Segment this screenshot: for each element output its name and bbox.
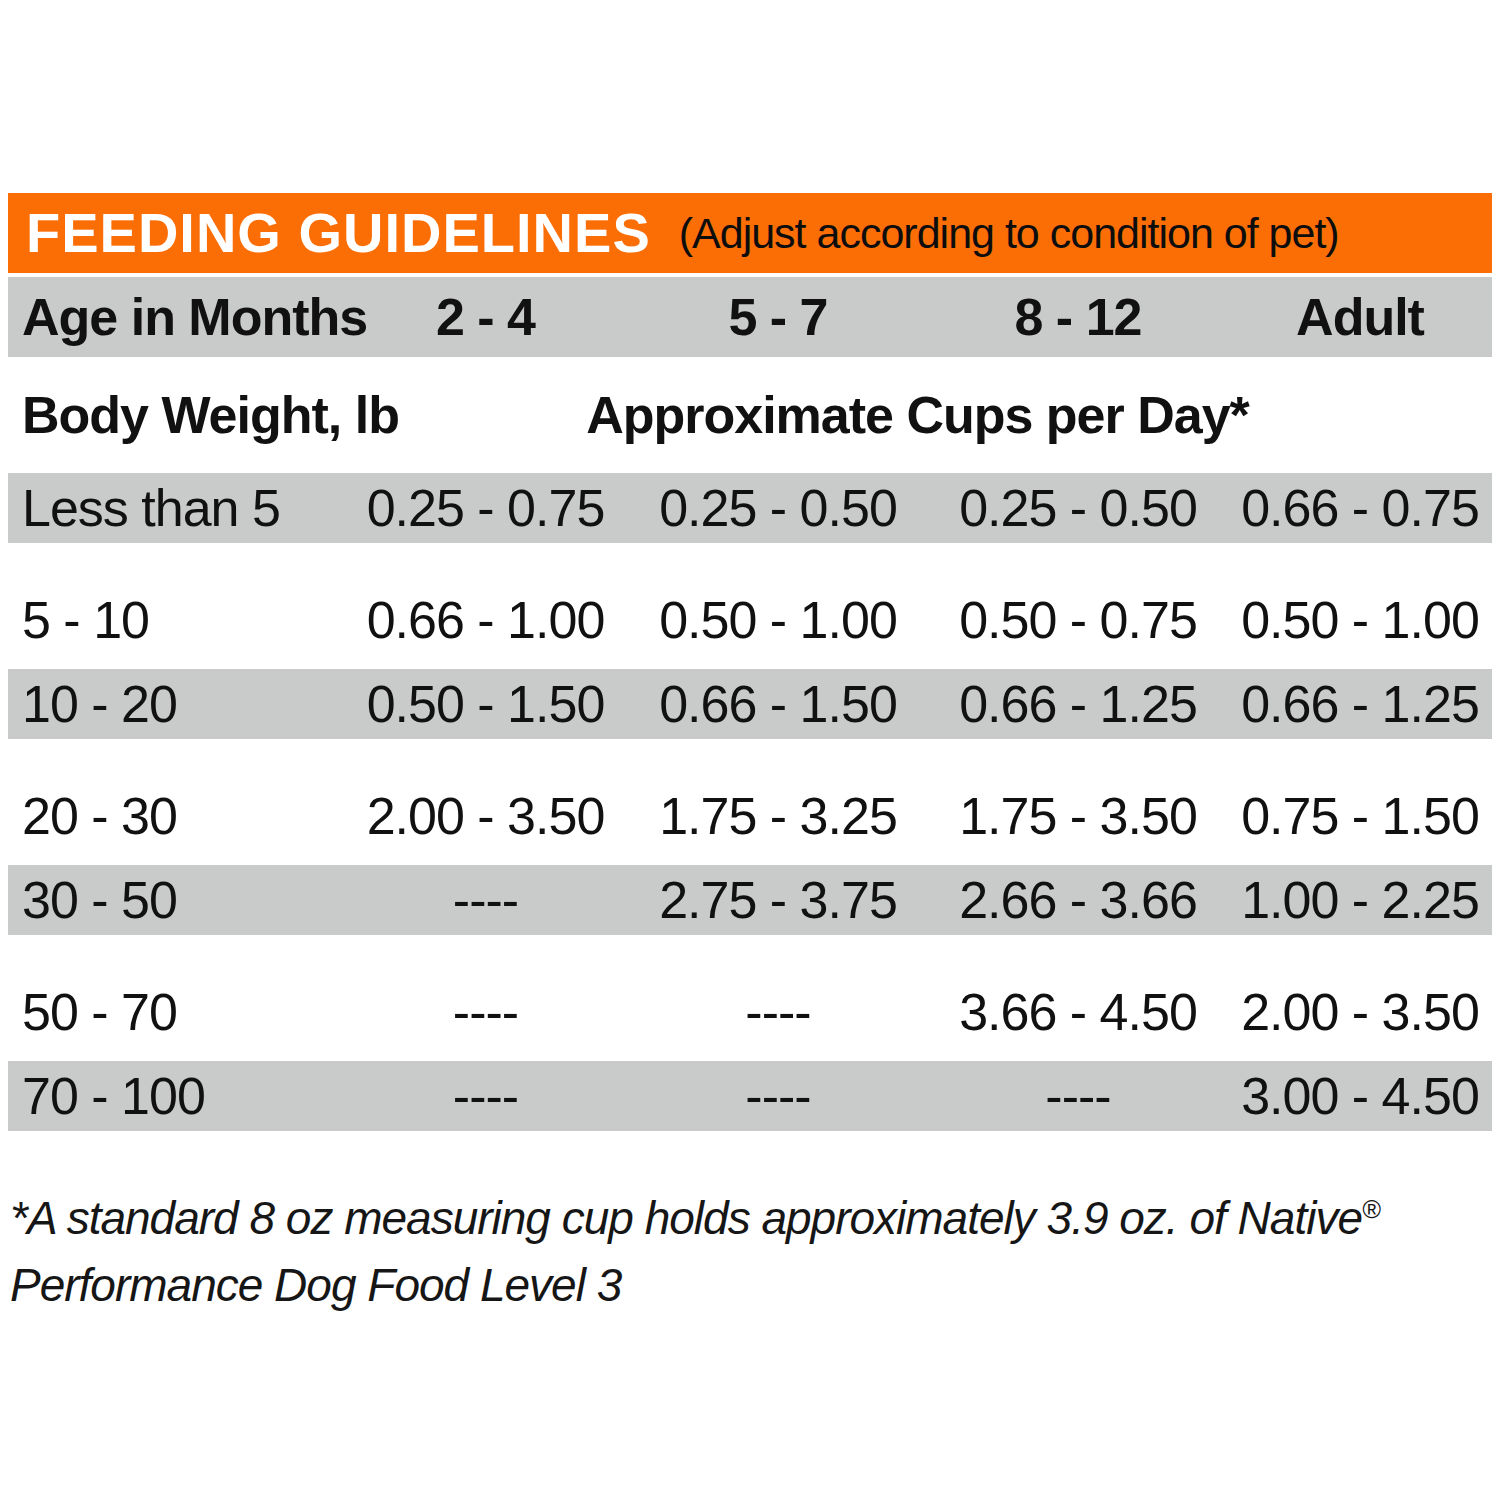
footnote-line1: *A standard 8 oz measuring cup holds app… <box>10 1192 1362 1244</box>
cups-value-cell: 0.50 - 0.75 <box>928 590 1228 650</box>
age-column-header-2: 5 - 7 <box>628 287 928 347</box>
body-weight-label: Body Weight, lb <box>8 385 343 445</box>
cups-value-cell: 0.25 - 0.50 <box>928 478 1228 538</box>
cups-value-cell: 0.25 - 0.75 <box>343 478 628 538</box>
weight-range-cell: 10 - 20 <box>8 674 343 734</box>
cups-value-cell: 0.66 - 1.50 <box>628 674 928 734</box>
cups-value-cell: 0.75 - 1.50 <box>1228 786 1492 846</box>
cups-value-cell: 2.66 - 3.66 <box>928 870 1228 930</box>
cups-value-cell: 2.00 - 3.50 <box>1228 982 1492 1042</box>
table-row: Less than 5 0.25 - 0.75 0.25 - 0.50 0.25… <box>8 473 1492 571</box>
cups-value-cell: 1.00 - 2.25 <box>1228 870 1492 930</box>
table-row: 20 - 30 2.00 - 3.50 1.75 - 3.25 1.75 - 3… <box>8 767 1492 865</box>
header-bar: FEEDING GUIDELINES (Adjust according to … <box>8 193 1492 273</box>
footnote: *A standard 8 oz measuring cup holds app… <box>10 1185 1492 1318</box>
cups-value-cell: ---- <box>343 982 628 1042</box>
table-row: 5 - 10 0.66 - 1.00 0.50 - 1.00 0.50 - 0.… <box>8 571 1492 669</box>
weight-range-cell: 30 - 50 <box>8 870 343 930</box>
cups-value-cell: ---- <box>628 1066 928 1126</box>
cups-value-cell: 2.75 - 3.75 <box>628 870 928 930</box>
weight-range-cell: Less than 5 <box>8 478 343 538</box>
cups-value-cell: ---- <box>628 982 928 1042</box>
cups-value-cell: 0.50 - 1.50 <box>343 674 628 734</box>
table-row: 30 - 50 ---- 2.75 - 3.75 2.66 - 3.66 1.0… <box>8 865 1492 963</box>
body-weight-header-row: Body Weight, lb Approximate Cups per Day… <box>8 357 1492 473</box>
cups-value-cell: 0.66 - 1.00 <box>343 590 628 650</box>
weight-range-cell: 70 - 100 <box>8 1066 343 1126</box>
age-column-header-4: Adult <box>1228 287 1492 347</box>
header-subtitle: (Adjust according to condition of pet) <box>679 212 1339 255</box>
cups-value-cell: 1.75 - 3.50 <box>928 786 1228 846</box>
cups-value-cell: 3.66 - 4.50 <box>928 982 1228 1042</box>
weight-range-cell: 50 - 70 <box>8 982 343 1042</box>
registered-trademark-symbol: ® <box>1362 1195 1380 1223</box>
table-row: 70 - 100 ---- ---- ---- 3.00 - 4.50 <box>8 1061 1492 1159</box>
cups-value-cell: 0.66 - 1.25 <box>928 674 1228 734</box>
age-header-label: Age in Months <box>8 287 343 347</box>
table-row: 50 - 70 ---- ---- 3.66 - 4.50 2.00 - 3.5… <box>8 963 1492 1061</box>
age-column-header-1: 2 - 4 <box>343 287 628 347</box>
table-row: 10 - 20 0.50 - 1.50 0.66 - 1.50 0.66 - 1… <box>8 669 1492 767</box>
age-header-row: Age in Months 2 - 4 5 - 7 8 - 12 Adult <box>8 277 1492 357</box>
cups-value-cell: 2.00 - 3.50 <box>343 786 628 846</box>
age-column-header-3: 8 - 12 <box>928 287 1228 347</box>
cups-value-cell: 0.25 - 0.50 <box>628 478 928 538</box>
weight-range-cell: 20 - 30 <box>8 786 343 846</box>
page-title: FEEDING GUIDELINES <box>26 205 651 261</box>
cups-value-cell: ---- <box>928 1066 1228 1126</box>
cups-value-cell: ---- <box>343 870 628 930</box>
cups-value-cell: 0.66 - 1.25 <box>1228 674 1492 734</box>
feeding-guidelines-label: FEEDING GUIDELINES (Adjust according to … <box>0 0 1500 1500</box>
cups-value-cell: ---- <box>343 1066 628 1126</box>
footnote-line2: Performance Dog Food Level 3 <box>10 1259 621 1311</box>
weight-range-cell: 5 - 10 <box>8 590 343 650</box>
cups-value-cell: 3.00 - 4.50 <box>1228 1066 1492 1126</box>
cups-value-cell: 0.50 - 1.00 <box>628 590 928 650</box>
cups-value-cell: 0.50 - 1.00 <box>1228 590 1492 650</box>
feeding-guidelines-table: FEEDING GUIDELINES (Adjust according to … <box>8 193 1492 1318</box>
cups-value-cell: 1.75 - 3.25 <box>628 786 928 846</box>
cups-per-day-caption: Approximate Cups per Day* <box>343 385 1492 445</box>
cups-value-cell: 0.66 - 0.75 <box>1228 478 1492 538</box>
